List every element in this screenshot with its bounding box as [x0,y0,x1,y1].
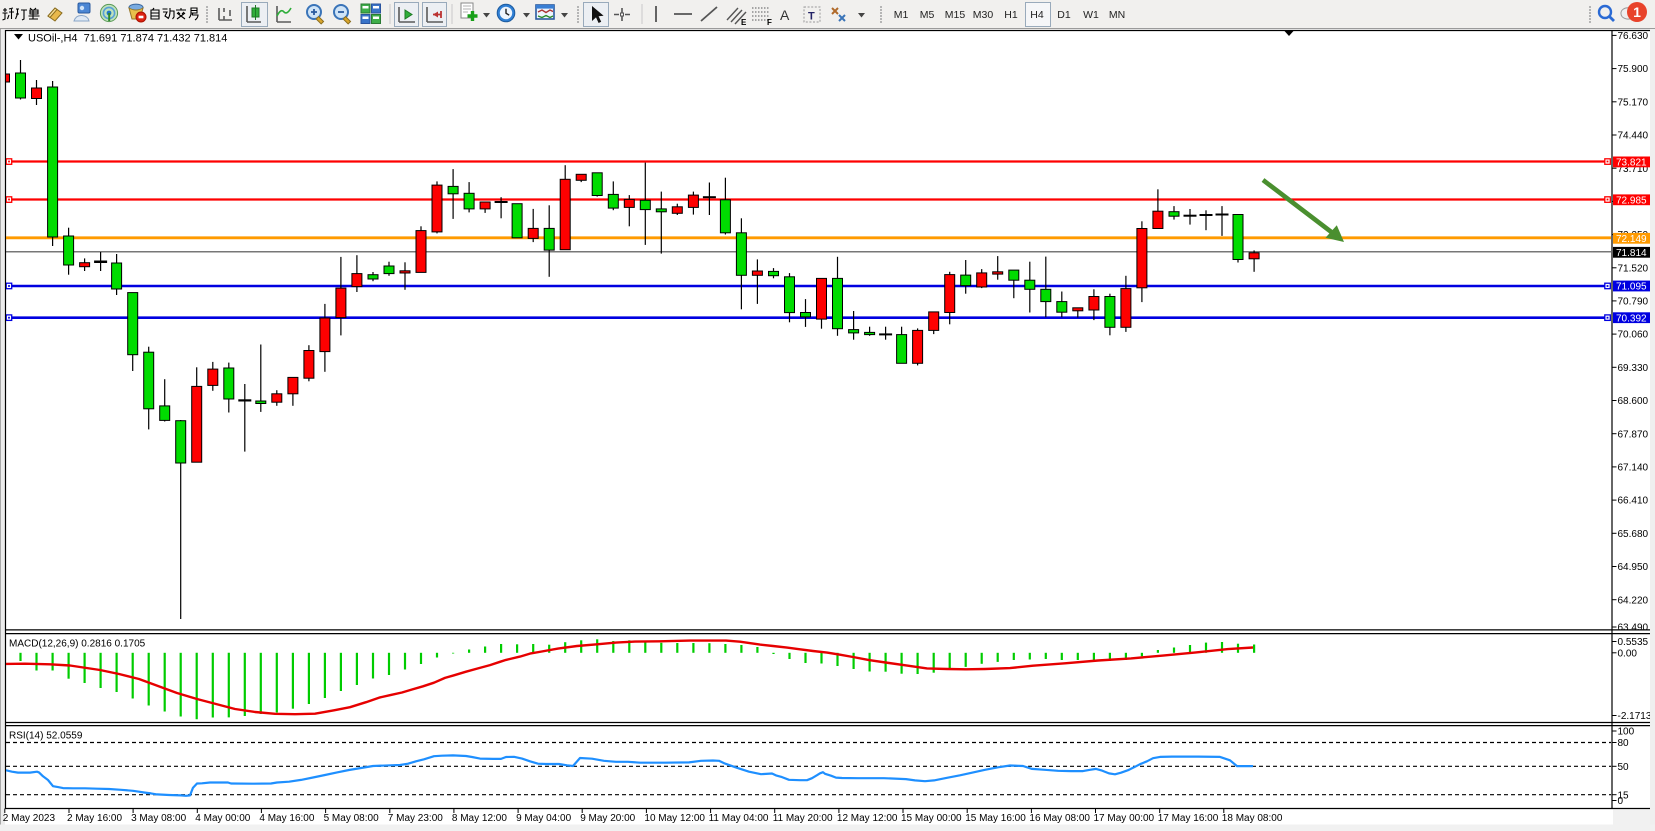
svg-text:-2.1713: -2.1713 [1618,711,1652,722]
svg-text:4 May 00:00: 4 May 00:00 [195,813,250,824]
svg-text:11 May 04:00: 11 May 04:00 [709,813,769,824]
svg-text:15: 15 [1618,790,1630,801]
svg-text:80: 80 [1618,738,1630,749]
svg-text:71.520: 71.520 [1618,263,1649,274]
svg-text:M30: M30 [973,9,994,21]
svg-text:10 May 12:00: 10 May 12:00 [644,813,705,824]
svg-text:12 May 12:00: 12 May 12:00 [837,813,898,824]
svg-text:RSI(14) 52.0559: RSI(14) 52.0559 [9,731,83,742]
svg-text:4 May 16:00: 4 May 16:00 [259,813,314,824]
svg-text:50: 50 [1618,762,1630,773]
svg-text:17 May 16:00: 17 May 16:00 [1158,813,1219,824]
svg-text:70.060: 70.060 [1618,330,1649,341]
svg-text:66.410: 66.410 [1618,496,1649,507]
svg-text:MN: MN [1109,9,1125,21]
svg-text:72.149: 72.149 [1616,234,1647,245]
svg-text:73.821: 73.821 [1616,158,1647,169]
svg-text:64.220: 64.220 [1618,595,1649,606]
svg-text:67.870: 67.870 [1618,429,1649,440]
svg-text:68.600: 68.600 [1618,396,1649,407]
svg-text:H4: H4 [1030,9,1044,21]
svg-text:M15: M15 [945,9,966,21]
svg-text:75.900: 75.900 [1618,64,1649,75]
svg-text:70.790: 70.790 [1618,297,1649,308]
svg-text:7 May 23:00: 7 May 23:00 [388,813,443,824]
svg-text:T: T [808,11,815,23]
svg-text:64.950: 64.950 [1618,562,1649,573]
svg-text:F: F [767,18,772,27]
svg-text:75.170: 75.170 [1618,97,1649,108]
svg-text:63.490: 63.490 [1618,623,1649,634]
svg-text:3 May 08:00: 3 May 08:00 [131,813,186,824]
svg-text:M1: M1 [894,9,909,21]
svg-text:H1: H1 [1004,9,1018,21]
svg-text:15 May 00:00: 15 May 00:00 [901,813,962,824]
svg-text:70.392: 70.392 [1616,313,1647,324]
svg-text:15 May 16:00: 15 May 16:00 [965,813,1026,824]
svg-text:74.440: 74.440 [1618,131,1649,142]
svg-text:D1: D1 [1057,9,1071,21]
svg-text:M5: M5 [920,9,935,21]
svg-text:9 May 20:00: 9 May 20:00 [580,813,635,824]
svg-text:16 May 08:00: 16 May 08:00 [1029,813,1090,824]
svg-text:76.630: 76.630 [1618,31,1649,42]
svg-text:18 May 08:00: 18 May 08:00 [1222,813,1283,824]
svg-text:72.985: 72.985 [1616,195,1647,206]
svg-text:8 May 12:00: 8 May 12:00 [452,813,507,824]
svg-text:65.680: 65.680 [1618,529,1649,540]
svg-text:W1: W1 [1083,9,1099,21]
svg-text:69.330: 69.330 [1618,363,1649,374]
svg-text:1: 1 [1633,4,1641,20]
svg-text:2 May 2023: 2 May 2023 [3,813,56,824]
svg-text:USOil-,H4 71.691 71.874 71.43: USOil-,H4 71.691 71.874 71.432 71.814 [28,33,227,45]
svg-text:E: E [741,18,747,27]
svg-text:0.5535: 0.5535 [1618,637,1649,648]
svg-text:73.710: 73.710 [1618,164,1649,175]
svg-text:67.140: 67.140 [1618,463,1649,474]
svg-text:2 May 16:00: 2 May 16:00 [67,813,122,824]
svg-text:5 May 08:00: 5 May 08:00 [324,813,379,824]
svg-text:MACD(12,26,9) 0.2816 0.1705: MACD(12,26,9) 0.2816 0.1705 [9,639,146,650]
svg-text:0.00: 0.00 [1618,648,1638,659]
svg-text:71.095: 71.095 [1616,282,1647,293]
svg-text:71.814: 71.814 [1616,248,1647,259]
svg-text:A: A [780,7,790,23]
svg-text:17 May 00:00: 17 May 00:00 [1094,813,1155,824]
svg-text:0: 0 [1618,796,1624,807]
svg-text:9 May 04:00: 9 May 04:00 [516,813,571,824]
svg-text:11 May 20:00: 11 May 20:00 [773,813,833,824]
svg-text:100: 100 [1618,727,1635,738]
